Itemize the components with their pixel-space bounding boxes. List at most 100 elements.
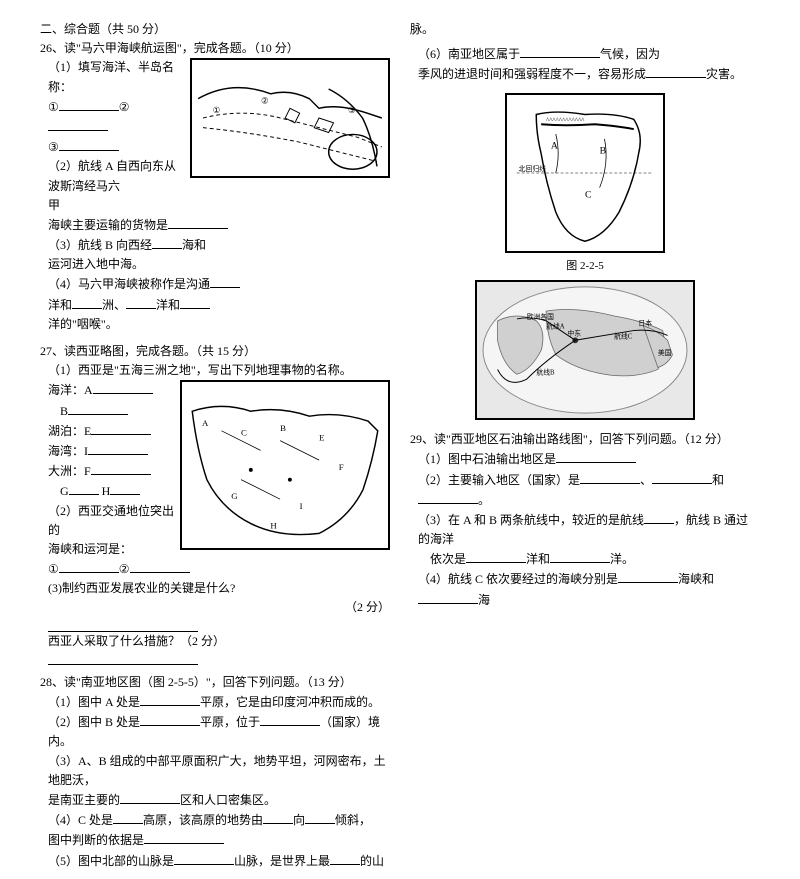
- blank[interactable]: [72, 295, 102, 309]
- q26-s4d: 洋和: [156, 298, 180, 312]
- q27-s1: （1）西亚是"五海三洲之地"，写出下列地理事物的名称。: [40, 361, 390, 380]
- blank[interactable]: [126, 295, 156, 309]
- q29-s3e: 洋。: [610, 552, 634, 566]
- q27-title: 27、读西亚略图，完成各题。（共 15 分）: [40, 342, 390, 361]
- world-map-container: 中东 欧洲各国 日本 美国 航线C 航线B 航线A: [410, 280, 760, 420]
- b-label: B: [60, 404, 68, 418]
- q28: 28、读"南亚地区图（图 2-5-5）"，回答下列问题。（13 分） （1）图中…: [40, 673, 390, 871]
- blank[interactable]: [418, 590, 478, 604]
- q28-s3c: 区和人口密集区。: [180, 793, 276, 807]
- q27: 27、读西亚略图，完成各题。（共 15 分） （1）西亚是"五海三洲之地"，写出…: [40, 342, 390, 665]
- blank[interactable]: [618, 569, 678, 583]
- blank[interactable]: [210, 274, 240, 288]
- blank[interactable]: [144, 830, 224, 844]
- q27-s3: (3)制约西亚发展农业的关键是什么?: [40, 579, 390, 598]
- blank[interactable]: [130, 559, 190, 573]
- blank[interactable]: [140, 712, 200, 726]
- blank[interactable]: [88, 441, 148, 455]
- blank[interactable]: [93, 380, 153, 394]
- blank[interactable]: [263, 810, 293, 824]
- blank[interactable]: [168, 215, 228, 229]
- blank[interactable]: [174, 851, 234, 865]
- blank[interactable]: [556, 449, 636, 463]
- blank[interactable]: [305, 810, 335, 824]
- q28-s1b: 平原，它是由印度河冲积而成的。: [200, 695, 380, 709]
- svg-text:B: B: [280, 423, 286, 433]
- blank[interactable]: [466, 549, 526, 563]
- q26-s2c: 海峡主要运输的货物是: [48, 218, 168, 232]
- map-malacca: ① ② ③: [190, 58, 390, 178]
- blank[interactable]: [59, 559, 119, 573]
- q28-s4a: （4）C 处是: [48, 813, 113, 827]
- q29-s3c: 依次是: [430, 552, 466, 566]
- blank-line[interactable]: [48, 651, 198, 665]
- blank[interactable]: [580, 470, 640, 484]
- blank[interactable]: [652, 470, 712, 484]
- svg-text:H: H: [270, 521, 277, 531]
- num2: ②: [119, 562, 130, 576]
- svg-text:航线A: 航线A: [546, 322, 565, 331]
- h-label: H: [102, 484, 111, 498]
- q29: 29、读"西亚地区石油输出路线图"，回答下列问题。（12 分） （1）图中石油输…: [410, 430, 760, 610]
- q29-s2a: （2）主要输入地区（国家）是: [418, 473, 580, 487]
- q28-s4d: 倾斜，: [335, 813, 371, 827]
- q28-s5a: （5）图中北部的山脉是: [48, 854, 174, 868]
- blank[interactable]: [152, 235, 182, 249]
- q27-s3b: 西亚人采取了什么措施？（2 分）: [40, 632, 390, 651]
- blank[interactable]: [330, 851, 360, 865]
- blank[interactable]: [91, 421, 151, 435]
- lake-label: 湖泊：E: [48, 424, 91, 438]
- q28-s1a: （1）图中 A 处是: [48, 695, 140, 709]
- q26-s4c: 洲、: [102, 298, 126, 312]
- blank[interactable]: [59, 137, 119, 151]
- g-label: G: [60, 484, 69, 498]
- q28-s4c: 向: [293, 813, 305, 827]
- q26r-s6a: （6）南亚地区属于: [418, 47, 520, 61]
- blank[interactable]: [550, 549, 610, 563]
- blank[interactable]: [646, 64, 706, 78]
- q26: 26、读"马六甲海峡航运图"，完成各题。（10 分） ① ② ③ （1）填写海洋…: [40, 39, 390, 334]
- blank[interactable]: [110, 481, 140, 495]
- map-west-asia: A C B E G I F H: [180, 380, 390, 550]
- blank[interactable]: [48, 117, 108, 131]
- svg-text:C: C: [241, 428, 247, 438]
- q28-s2a: （2）图中 B 处是: [48, 715, 140, 729]
- svg-text:③: ③: [348, 106, 356, 116]
- svg-text:日本: 日本: [638, 319, 652, 328]
- blank[interactable]: [113, 810, 143, 824]
- blank-line[interactable]: [48, 618, 198, 632]
- svg-text:C: C: [585, 189, 592, 200]
- q28-s4b: 高原，该高原的地势由: [143, 813, 263, 827]
- blank[interactable]: [260, 712, 320, 726]
- q26r-s6b: 气候，因为: [600, 47, 660, 61]
- svg-text:^^^^^^^^^^^^: ^^^^^^^^^^^^: [546, 117, 585, 124]
- q29-s2b: 、: [640, 473, 652, 487]
- num3: ③: [48, 140, 59, 154]
- blank[interactable]: [140, 692, 200, 706]
- q26-s6: （6）南亚地区属于气候，因为 季风的进退时间和强弱程度不一，容易形成灾害。: [410, 44, 760, 84]
- left-column: 二、综合题（共 50 分） 26、读"马六甲海峡航运图"，完成各题。（10 分）…: [40, 20, 390, 879]
- svg-text:②: ②: [261, 96, 269, 106]
- q26-s3a: （3）航线 B 向西经: [48, 238, 152, 252]
- blank[interactable]: [69, 481, 99, 495]
- blank[interactable]: [644, 510, 674, 524]
- blank[interactable]: [120, 790, 180, 804]
- q26-title: 26、读"马六甲海峡航运图"，完成各题。（10 分）: [40, 39, 390, 58]
- blank[interactable]: [520, 44, 600, 58]
- q28-title: 28、读"南亚地区图（图 2-5-5）"，回答下列问题。（13 分）: [40, 673, 390, 692]
- blank[interactable]: [91, 461, 151, 475]
- blank[interactable]: [180, 295, 210, 309]
- q29-s2c: 和: [712, 473, 724, 487]
- pts: （2 分）: [345, 600, 390, 614]
- q29-title: 29、读"西亚地区石油输出路线图"，回答下列问题。（12 分）: [410, 430, 760, 449]
- blank[interactable]: [418, 490, 478, 504]
- blank[interactable]: [68, 401, 128, 415]
- svg-text:A: A: [551, 140, 558, 151]
- mai-text: 脉。: [410, 20, 760, 39]
- q26-s4e: 洋的"咽喉"。: [40, 315, 390, 334]
- q29-s1a: （1）图中石油输出地区是: [418, 452, 556, 466]
- blank[interactable]: [59, 97, 119, 111]
- q28-s4e: 图中判断的依据是: [48, 833, 144, 847]
- q29-s4a: （4）航线 C 依次要经过的海峡分别是: [418, 572, 618, 586]
- q29-s3d: 洋和: [526, 552, 550, 566]
